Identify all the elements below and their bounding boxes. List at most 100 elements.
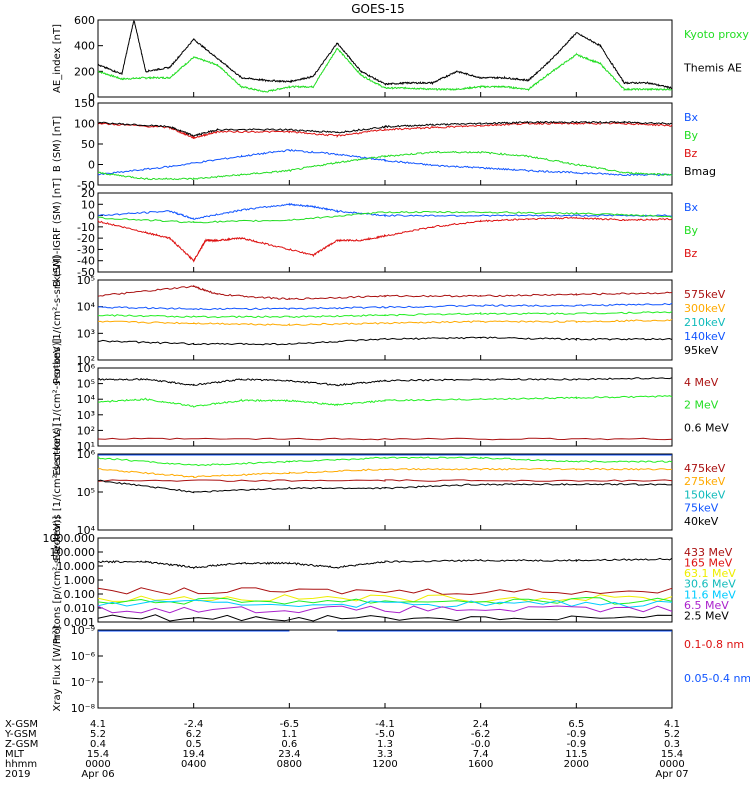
axis-row-label: 2019 — [5, 769, 30, 780]
axis-row-value: 0000 — [659, 759, 684, 770]
y-tick-label: -40 — [77, 255, 95, 268]
panel-frame — [97, 629, 673, 709]
series-line — [97, 437, 673, 441]
y-tick-label: 10.000 — [57, 560, 96, 573]
panel-6: 10⁴ 10⁵ 10⁶ Electrons [1/(cm²-s-sr-keV)] 475… — [52, 423, 726, 560]
axis-row-value: -0.9 — [567, 729, 587, 740]
y-tick-label: -50 — [77, 266, 95, 279]
series-line — [97, 302, 673, 311]
legend-label: 0.1-0.8 nm — [684, 638, 744, 651]
y-tick-label: 100.000 — [50, 546, 96, 559]
y-tick-label: 10⁶ — [77, 362, 96, 375]
legend-label: 40keV — [684, 515, 719, 528]
legend-label: Bz — [684, 247, 698, 260]
series-line — [97, 605, 673, 614]
legend-label: Bmag — [684, 165, 716, 178]
y-tick-label: 10¹ — [77, 440, 95, 453]
panel-8: 10⁻⁸ 10⁻⁷ 10⁻⁶ 10⁻⁹ Xray Flux [W/m²] 0.1-0.8 … — [52, 624, 750, 715]
y-tick-label: 10 — [81, 198, 95, 211]
axis-row-value: 6.5 — [568, 719, 584, 730]
y-tick-label: 10⁴ — [77, 301, 96, 314]
y-tick-label: 150 — [74, 97, 95, 110]
axis-row-value: 3.3 — [377, 749, 393, 760]
axis-row-value: 2.4 — [473, 719, 489, 730]
y-tick-label: 10⁵ — [77, 378, 95, 391]
panel-2: -50 0 50 100 150 B (SM) [nT] Bx By Bz Bmag — [52, 97, 716, 192]
legend-label: By — [684, 129, 699, 142]
y-axis-label: Xray Flux [W/m²] — [52, 626, 63, 711]
series-line — [97, 336, 673, 346]
legend-label: 2 MeV — [684, 399, 719, 412]
y-tick-label: 10⁵ — [77, 486, 95, 499]
y-tick-label: 10⁴ — [77, 524, 96, 537]
legend-label: Bz — [684, 147, 698, 160]
panel-frame — [97, 453, 673, 531]
series-line — [97, 148, 673, 177]
y-tick-label: -30 — [77, 243, 95, 256]
panel-7: 0.0010.0100.1001.00010.000100.0001000.00… — [43, 516, 737, 644]
y-axis-label: Protons [1/(cm²-s-sr-keV)] — [52, 256, 63, 384]
chart-title: GOES-15 — [351, 2, 405, 16]
legend-label: 300keV — [684, 302, 726, 315]
legend-label: Kyoto proxy AE — [684, 28, 750, 41]
y-tick-label: 0 — [88, 210, 95, 223]
panel-4: 10² 10³ 10⁴ 10⁵ Protons [1/(cm²-s-sr-keV)] 57… — [52, 256, 726, 384]
y-axis-label: AE_index [nT] — [52, 24, 63, 93]
series-line — [97, 120, 673, 137]
y-axis-label: Electrons [1/(cm²-s-sr-keV)] — [52, 423, 63, 560]
y-tick-label: 100 — [74, 118, 95, 131]
y-tick-label: 20 — [81, 187, 95, 200]
y-tick-label: 0.100 — [64, 588, 96, 601]
legend-label: 0.6 MeV — [684, 421, 729, 434]
series-line — [97, 19, 673, 90]
legend-label: Bx — [684, 111, 699, 124]
axis-row-value: 0000 — [85, 759, 110, 770]
axis-row-value: 0400 — [181, 759, 206, 770]
axis-row-value: -6.2 — [471, 729, 491, 740]
series-line — [98, 467, 673, 478]
y-tick-label: 1000.000 — [43, 532, 96, 545]
legend-label: By — [684, 224, 699, 237]
legend-label: 30.6 MeV — [684, 578, 736, 591]
axis-row-value: -0.9 — [567, 739, 587, 750]
y-tick-label: 200 — [74, 65, 95, 78]
axis-row-value: Apr 07 — [655, 769, 688, 780]
y-axis-label: Electrons [1/(cm²-s-sr-keV)] — [52, 338, 63, 475]
series-line — [97, 594, 673, 603]
y-tick-label: 10³ — [77, 327, 95, 340]
legend-label: 575keV — [684, 288, 726, 301]
series-line — [97, 202, 673, 220]
series-line — [97, 395, 673, 408]
series-line — [97, 311, 673, 319]
series-line — [97, 479, 673, 482]
series-line — [97, 377, 673, 387]
panel-frame — [97, 279, 673, 361]
axis-row-value: 7.4 — [473, 749, 489, 760]
axis-row-value: 23.4 — [278, 749, 300, 760]
legend-label: Bx — [684, 201, 699, 214]
legend-label: 0.05-0.4 nm — [684, 672, 750, 685]
legend-label: 11.6 MeV — [684, 588, 736, 601]
series-line — [97, 210, 673, 224]
legend-label: Themis AE — [683, 62, 742, 75]
axis-row-value: 15.4 — [661, 749, 683, 760]
y-axis-label: B (SM) [nT] — [52, 116, 63, 172]
panel-1: 0 200 400 600 AE_index [nT] Kyoto proxy AE The… — [52, 14, 750, 104]
y-tick-label: -50 — [77, 179, 95, 192]
y-tick-label: 0 — [88, 159, 95, 172]
y-tick-label: 10⁻⁹ — [71, 624, 95, 637]
legend-label: 475keV — [684, 462, 726, 475]
axis-row-value: 0.3 — [664, 739, 680, 750]
axis-row-value: 1600 — [468, 759, 493, 770]
y-tick-label: 600 — [74, 14, 95, 27]
axis-row-label: Y-GSM — [4, 729, 37, 740]
series-line — [97, 599, 673, 608]
legend-label: 95keV — [684, 344, 719, 357]
axis-row-value: 0800 — [277, 759, 302, 770]
y-tick-label: 1.000 — [64, 574, 96, 587]
axis-row-value: -4.1 — [375, 719, 395, 730]
y-tick-label: 400 — [74, 40, 95, 53]
y-axis-label: Protons [p/(cm²-s-sr-keV)] — [52, 516, 63, 644]
legend-label: 150keV — [684, 488, 726, 501]
